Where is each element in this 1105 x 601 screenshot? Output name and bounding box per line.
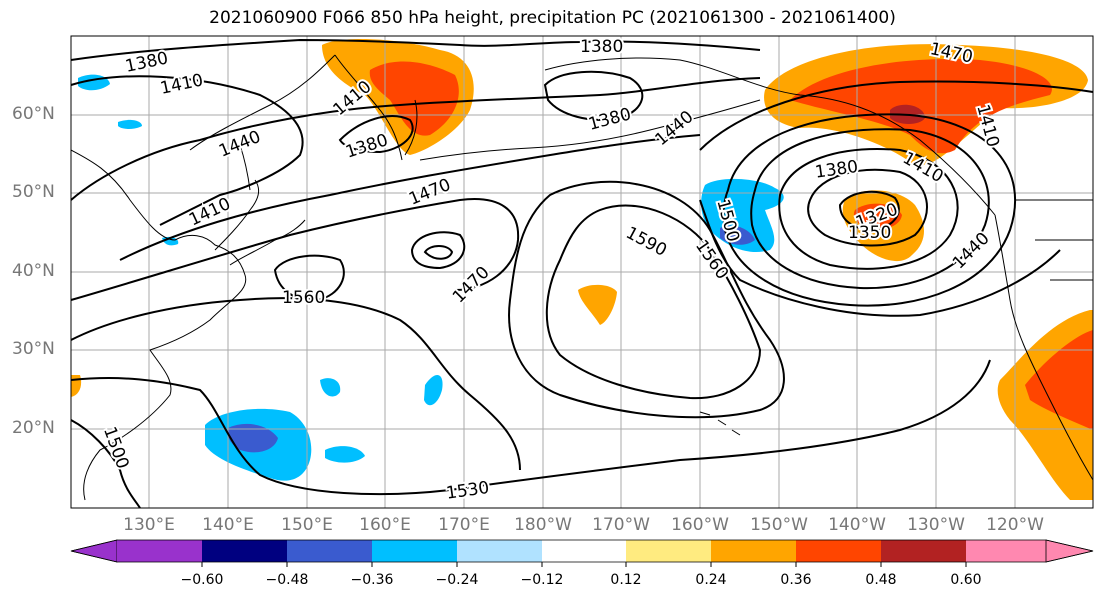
colorbar-tick-label: 0.48 [865,572,897,588]
lon-label: 160°E [359,515,411,535]
contour-1470-1 [119,134,701,261]
coast-kamchatka [334,54,418,161]
coast-na-west [994,214,1094,481]
coast-na-border [1015,199,1093,281]
contour-1590 [545,204,762,400]
precip-california-core [1025,330,1093,430]
contour-1470-2 [70,198,520,301]
precip-neg-small-3 [325,446,365,463]
colorbar-tick-label: −0.36 [350,572,394,588]
lon-label: 160°W [671,515,729,535]
contour-1410-north [70,75,304,226]
colorbar-tick-label: −0.24 [435,572,479,588]
contour-label: 1380 [580,37,623,57]
contour-low-1440 [423,245,454,260]
colorbar-bin-8 [711,540,796,562]
lon-label: 150°W [750,515,808,535]
colorbar-bin-3 [287,540,372,562]
coast-alaska [544,57,996,216]
colorbar-bin-6 [542,540,626,562]
lat-label: 30°N [12,339,55,359]
colorbar-tick-label: −0.60 [180,572,224,588]
lat-label: 50°N [12,182,55,202]
precip-tropical-neg-core [227,423,278,453]
colorbar-extend-low [70,539,118,563]
lon-label: 140°E [202,515,254,535]
colorbar-bin-11 [966,540,1046,562]
lon-label: 170°E [438,515,490,535]
contour-1380-bering [543,70,644,121]
colorbar [70,539,1094,567]
contour-low-1470 [410,231,466,270]
contour-1380-kamchatka [338,115,414,154]
colorbar-bin-4 [372,540,457,562]
contour-1560-west [273,254,345,302]
contour-1380-north [70,38,761,61]
colorbar-bin-10 [881,540,966,562]
precip-neg-small-5 [118,119,142,129]
map-frame [70,35,1094,509]
contour-low-1350 [807,168,928,247]
gridlines [71,36,1093,508]
lat-label: 40°N [12,261,55,281]
contour-1500-east-arc [699,199,1061,317]
colorbar-bin-7 [626,540,711,562]
colorbar-extend-high [1045,539,1094,563]
precip-neg-small-2 [424,374,443,406]
colorbar-bin-9 [796,540,881,562]
colorbar-bin-1 [117,540,202,562]
contour-low-1410 [750,128,990,290]
coastlines [70,54,1094,501]
lon-label: 120°W [986,515,1044,535]
precip-midpacific [578,284,617,325]
lat-label: 60°N [12,104,55,124]
contour-label: 1350 [848,223,891,243]
contour-low-1380 [778,148,959,270]
contour-1440 [70,77,761,201]
contour-1500-west [70,297,521,471]
colorbar-outline [70,539,1094,563]
lon-label: 150°E [281,515,333,535]
colorbar-bin-2 [202,540,287,562]
contour-1470-east [699,80,1094,151]
lat-label: 20°N [12,418,55,438]
lon-label: 130°W [907,515,965,535]
contour-1560 [508,180,785,419]
colorbar-tick-label: 0.12 [610,572,642,588]
lon-label: 180°W [514,515,572,535]
contour-1530 [70,359,991,496]
height-contours [70,38,1094,509]
contour-low-1320 [838,190,900,232]
lon-label: 140°W [828,515,886,535]
colorbar-tick-label: 0.60 [950,572,982,588]
colorbar-tick-label: −0.12 [520,572,564,588]
contour-label: 1560 [282,288,325,308]
colorbar-bin-5 [457,540,542,562]
coast-aleutians [419,99,761,161]
coast-hawaii [699,411,741,436]
colorbar-tick-label: 0.36 [780,572,812,588]
precip-neg-small-1 [320,378,341,397]
precip-kamchatka-core [369,61,459,136]
contour-low-1440 [722,113,1016,307]
colorbar-tick-label: −0.48 [265,572,309,588]
chart-title: 2021060900 F066 850 hPa height, precipit… [209,8,896,28]
contour-1500-east [70,419,141,509]
lon-label: 130°E [123,515,175,535]
colorbar-tick-label: 0.24 [695,572,727,588]
colorbar-ticks [201,562,967,567]
coast-asia [70,149,247,501]
lon-label: 170°W [592,515,650,535]
